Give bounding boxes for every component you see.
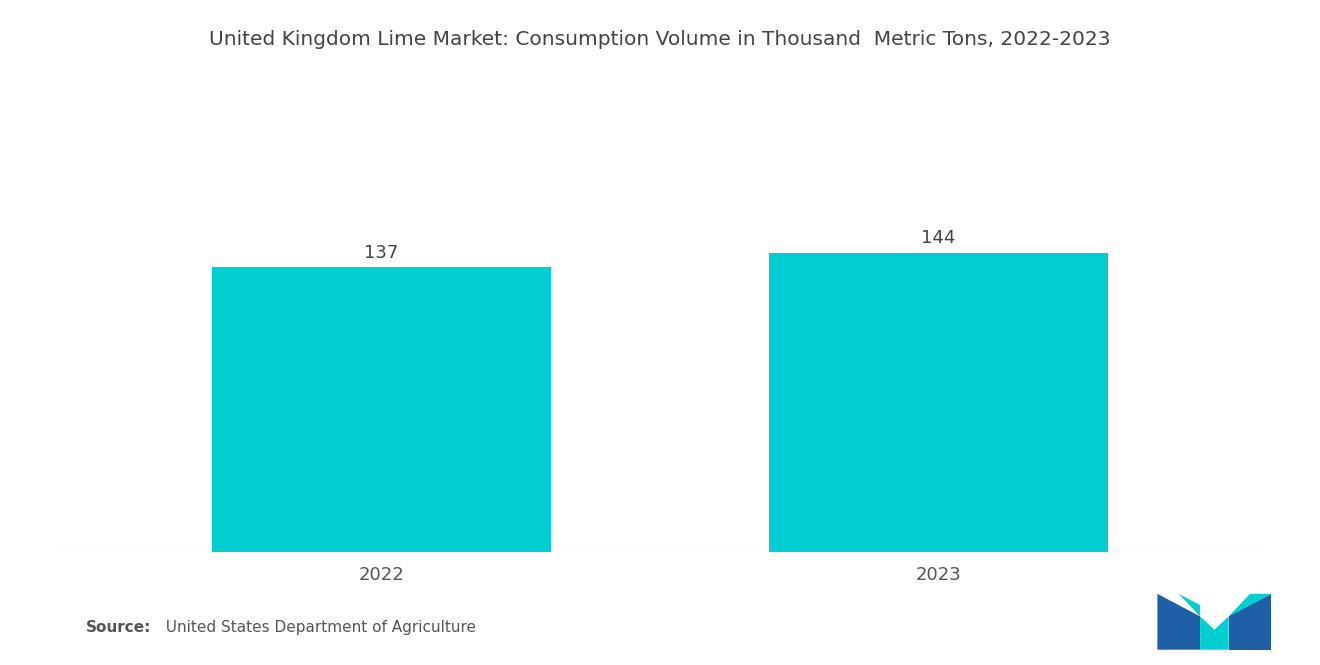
Text: 137: 137: [364, 244, 399, 262]
Polygon shape: [1229, 594, 1271, 650]
Polygon shape: [1158, 594, 1200, 650]
Text: Source:: Source:: [86, 620, 152, 635]
Polygon shape: [1200, 616, 1229, 650]
Text: United Kingdom Lime Market: Consumption Volume in Thousand  Metric Tons, 2022-20: United Kingdom Lime Market: Consumption …: [210, 30, 1110, 49]
Text: 144: 144: [921, 229, 956, 247]
Polygon shape: [1179, 594, 1200, 616]
Polygon shape: [1229, 594, 1271, 616]
Bar: [213, 267, 550, 551]
Bar: [770, 253, 1107, 551]
Text: United States Department of Agriculture: United States Department of Agriculture: [156, 620, 475, 635]
